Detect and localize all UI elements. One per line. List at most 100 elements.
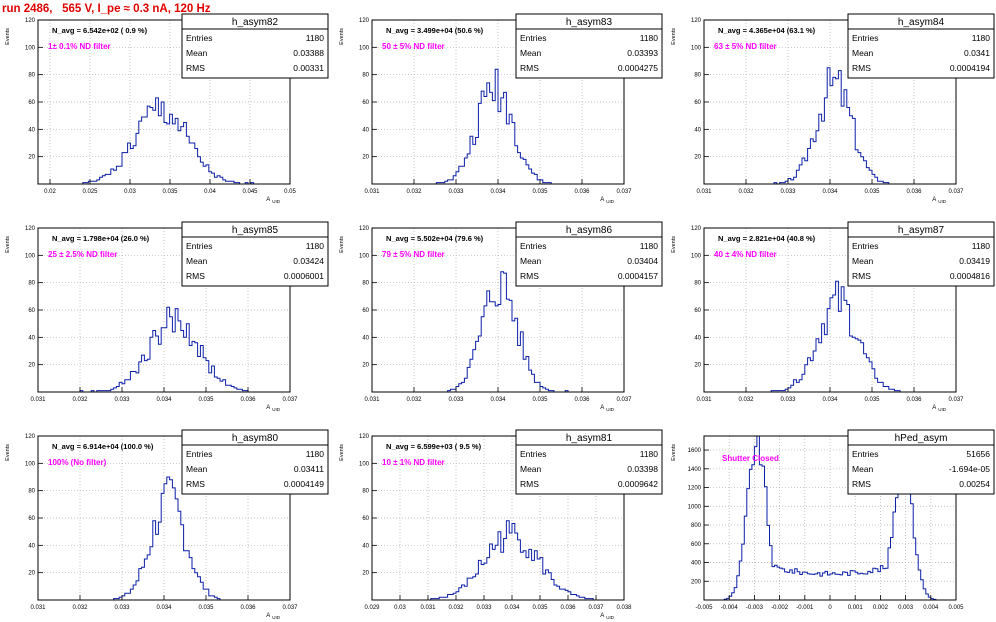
histogram-name: hPed_asym bbox=[895, 433, 948, 444]
histogram-panel-h_asym86: 0.031 0.032 0.033 0.034 0.035 0.036 0.037 20 40 6… bbox=[339, 221, 663, 412]
histogram-name: h_asym83 bbox=[566, 17, 613, 28]
stats-value: 0.0006001 bbox=[284, 271, 324, 281]
stats-box: h_asym82 Entries 1180 Mean 0.03388 RMS 0.00331 bbox=[181, 13, 329, 79]
stats-value: 0.0004157 bbox=[618, 271, 658, 281]
histogram-panel-h_asym87: 0.031 0.032 0.033 0.034 0.035 0.036 0.037 20 40 6… bbox=[671, 221, 995, 412]
y-tick-label: 60 bbox=[362, 100, 369, 106]
histogram-panel-h_asym82: 0.02 0.025 0.03 0.035 0.04 0.045 0.05 20 40 60 80 1… bbox=[5, 13, 329, 204]
x-tick-label: 0.031 bbox=[420, 605, 436, 611]
x-tick-label: 0.035 bbox=[864, 189, 880, 195]
x-tick-label: 0.03 bbox=[124, 189, 136, 195]
x-tick-label: 0.031 bbox=[696, 397, 712, 403]
stats-key: Mean bbox=[186, 48, 208, 58]
histogram-line bbox=[372, 271, 624, 393]
stats-key: Mean bbox=[852, 48, 874, 58]
y-tick-label: 20 bbox=[28, 571, 35, 577]
y-tick-label: 1400 bbox=[688, 467, 702, 473]
navg-label: N_avg = 3.499e+04 (50.6 %) bbox=[386, 26, 484, 35]
y-axis-label: Events bbox=[5, 28, 11, 45]
x-tick-label: 0.034 bbox=[822, 189, 838, 195]
y-tick-label: 100 bbox=[359, 461, 370, 467]
y-tick-label: 1000 bbox=[688, 504, 702, 510]
x-tick-label: 0.001 bbox=[848, 605, 864, 611]
stats-key: Mean bbox=[520, 48, 542, 58]
y-tick-label: 800 bbox=[691, 523, 702, 529]
x-tick-label: 0.036 bbox=[240, 397, 256, 403]
x-tick-label: 0.032 bbox=[406, 397, 422, 403]
x-tick-label: 0.031 bbox=[364, 189, 380, 195]
filter-label: 1± 0.1% ND filter bbox=[48, 42, 111, 51]
y-axis-label: Events bbox=[671, 28, 677, 45]
y-tick-label: 100 bbox=[359, 45, 370, 51]
stats-value: 1180 bbox=[306, 33, 325, 43]
filter-label: 100% (No filter) bbox=[48, 458, 107, 467]
stats-value: 0.00254 bbox=[959, 479, 990, 489]
x-tick-label: 0.02 bbox=[44, 189, 56, 195]
y-tick-label: 40 bbox=[694, 127, 701, 133]
x-tick-label: 0.032 bbox=[448, 605, 464, 611]
filter-label: 10 ± 1% ND filter bbox=[382, 458, 445, 467]
x-tick-label: 0.034 bbox=[822, 397, 838, 403]
stats-key: RMS bbox=[186, 479, 205, 489]
stats-key: RMS bbox=[520, 479, 539, 489]
stats-box: h_asym86 Entries 1180 Mean 0.03404 RMS 0.00041… bbox=[515, 221, 663, 287]
stats-key: Entries bbox=[520, 449, 546, 459]
y-tick-label: 200 bbox=[691, 579, 702, 585]
filter-label: 50 ± 5% ND filter bbox=[382, 42, 445, 51]
x-tick-label: -0.003 bbox=[746, 605, 764, 611]
x-tick-label: 0.034 bbox=[156, 397, 172, 403]
x-tick-label: 0.037 bbox=[948, 397, 964, 403]
y-tick-label: 600 bbox=[691, 542, 702, 548]
x-tick-label: -0.001 bbox=[796, 605, 814, 611]
stats-key: RMS bbox=[852, 479, 871, 489]
y-tick-label: 20 bbox=[28, 155, 35, 161]
y-tick-label: 40 bbox=[28, 543, 35, 549]
stats-key: RMS bbox=[520, 63, 539, 73]
stats-value: 1180 bbox=[306, 241, 325, 251]
x-axis-label: A UID bbox=[932, 405, 947, 412]
x-tick-label: 0.033 bbox=[780, 189, 796, 195]
stats-key: RMS bbox=[186, 63, 205, 73]
y-tick-label: 40 bbox=[694, 335, 701, 341]
x-axis-label: A UID bbox=[600, 197, 615, 204]
stats-key: Entries bbox=[186, 33, 212, 43]
x-tick-label: 0.032 bbox=[738, 397, 754, 403]
x-tick-label: -0.004 bbox=[721, 605, 739, 611]
y-tick-label: 80 bbox=[28, 281, 35, 287]
histogram-line bbox=[38, 97, 290, 185]
histogram-panel-h_asym85: 0.031 0.032 0.033 0.034 0.035 0.036 0.037 20 40 6… bbox=[5, 221, 329, 412]
x-tick-label: 0.037 bbox=[282, 397, 298, 403]
navg-label: N_avg = 1.798e+04 (26.0 %) bbox=[52, 234, 150, 243]
y-axis-label: Events bbox=[5, 236, 11, 253]
filter-label: 25 ± 2.5% ND filter bbox=[48, 250, 117, 259]
filter-label: 63 ± 5% ND filter bbox=[714, 42, 777, 51]
stats-value: 0.03411 bbox=[294, 464, 324, 474]
stats-value: 0.0341 bbox=[964, 48, 990, 58]
x-axis-label: A UID bbox=[600, 613, 615, 620]
x-tick-label: 0.033 bbox=[114, 605, 130, 611]
x-tick-label: 0.004 bbox=[923, 605, 939, 611]
histogram-name: h_asym86 bbox=[566, 225, 613, 236]
x-tick-label: 0.033 bbox=[448, 397, 464, 403]
stats-value: 51656 bbox=[966, 449, 990, 459]
x-tick-label: 0.036 bbox=[574, 397, 590, 403]
stats-value: 0.0004816 bbox=[950, 271, 990, 281]
x-tick-label: 0.035 bbox=[532, 605, 548, 611]
y-axis-label: Events bbox=[5, 444, 11, 461]
filter-label: 79 ± 5% ND filter bbox=[382, 250, 445, 259]
stats-key: RMS bbox=[852, 63, 871, 73]
stats-key: Mean bbox=[186, 464, 208, 474]
y-axis-label: Events bbox=[339, 444, 345, 461]
x-tick-label: 0 bbox=[828, 605, 832, 611]
stats-key: Entries bbox=[852, 241, 878, 251]
histogram-name: h_asym84 bbox=[898, 17, 945, 28]
navg-label: N_avg = 2.821e+04 (40.8 %) bbox=[718, 234, 816, 243]
x-tick-label: 0.033 bbox=[114, 397, 130, 403]
x-tick-label: 0.033 bbox=[448, 189, 464, 195]
stats-value: 0.00331 bbox=[293, 63, 324, 73]
x-tick-label: 0.036 bbox=[240, 605, 256, 611]
x-tick-label: -0.002 bbox=[771, 605, 789, 611]
y-tick-label: 100 bbox=[691, 45, 702, 51]
stats-key: Mean bbox=[186, 256, 208, 266]
y-axis-label: Events bbox=[671, 444, 677, 461]
